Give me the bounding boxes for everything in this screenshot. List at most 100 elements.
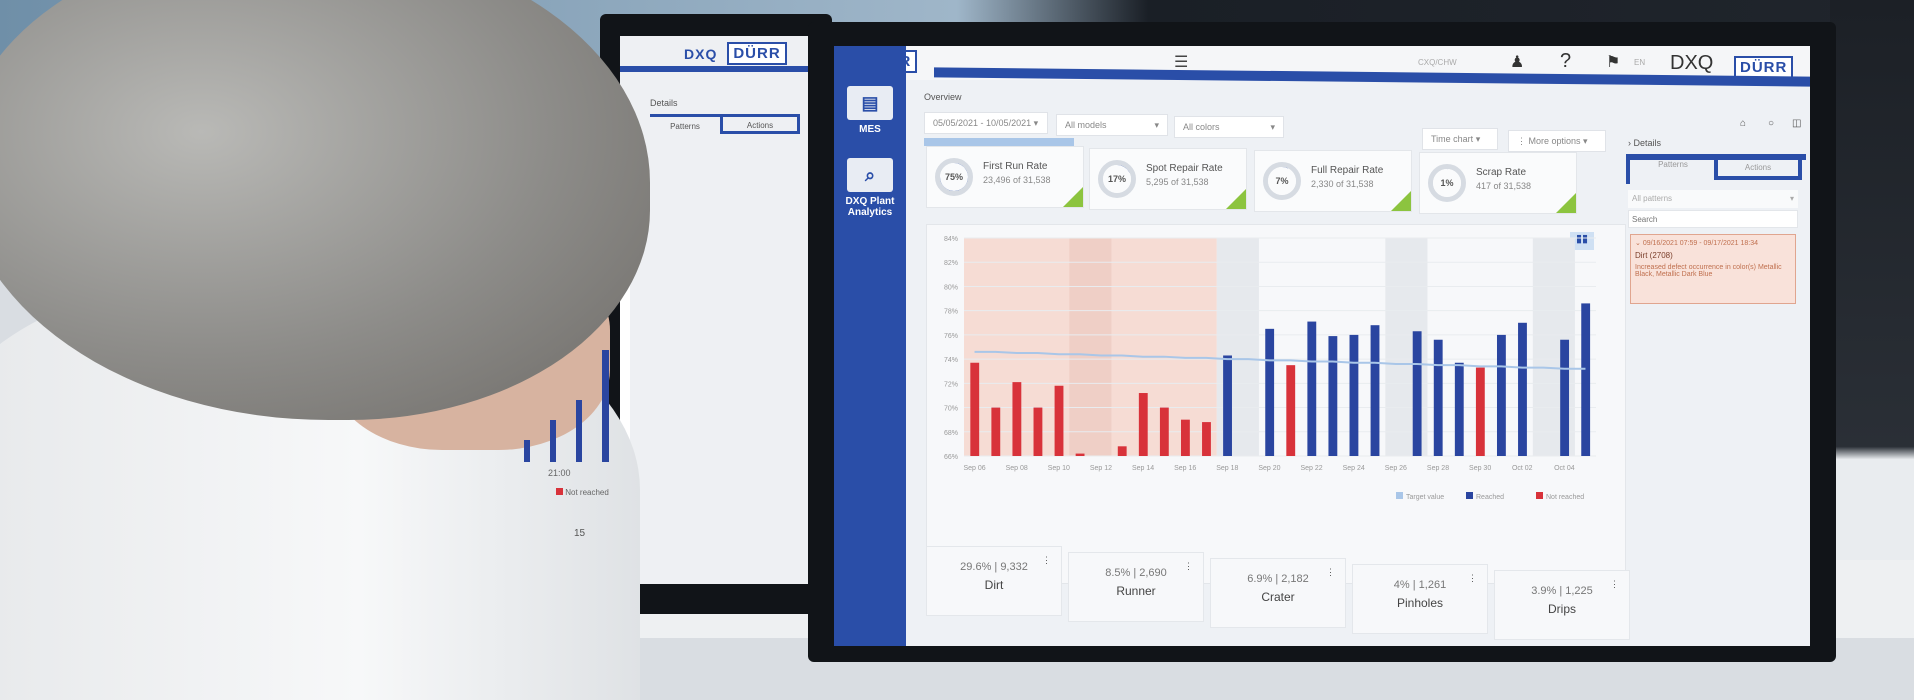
user-label: CXQ/CHW xyxy=(1418,58,1457,67)
language-label[interactable]: EN xyxy=(1634,58,1646,67)
y-tick-label: 76% xyxy=(944,333,958,340)
defect-card[interactable]: 6.9% | 2,182 Crater ⋮ xyxy=(1210,558,1346,628)
defect-value: 29.6% | 9,332 xyxy=(960,561,1028,573)
defect-card[interactable]: 3.9% | 1,225 Drips ⋮ xyxy=(1494,570,1630,640)
sidebar-item-label: MES xyxy=(859,124,881,135)
bar xyxy=(1286,365,1296,456)
details-panel: ⌂ ○ ◫ › Details Patterns Actions All pat… xyxy=(1622,46,1810,646)
x-tick-label: Oct 04 xyxy=(1554,465,1575,472)
bar xyxy=(1033,407,1043,456)
tab-actions[interactable]: Actions xyxy=(1714,156,1802,180)
x-tick-label: Sep 08 xyxy=(1006,465,1028,472)
y-tick-label: 82% xyxy=(944,260,958,267)
kpi-card[interactable]: 1% Scrap Rate 417 of 31,538 xyxy=(1419,152,1577,214)
kpi-card[interactable]: 75% First Run Rate 23,496 of 31,538 xyxy=(926,146,1084,208)
bar xyxy=(1475,367,1485,456)
legend-swatch xyxy=(1396,492,1403,499)
x-tick-label: Sep 18 xyxy=(1216,465,1238,472)
y-tick-label: 74% xyxy=(944,357,958,364)
mes-icon: ▤ xyxy=(847,86,893,120)
x-tick-label: Sep 20 xyxy=(1258,465,1280,472)
layout-icon[interactable]: ◫ xyxy=(1792,118,1802,129)
details-title[interactable]: › Details xyxy=(1628,138,1662,148)
defect-card[interactable]: 8.5% | 2,690 Runner ⋮ xyxy=(1068,552,1204,622)
org-icon[interactable]: ♟ xyxy=(1510,54,1525,71)
kpi-sub: 5,295 of 31,538 xyxy=(1146,177,1209,187)
x-tick-label: Oct 02 xyxy=(1512,465,1533,472)
tab-patterns[interactable]: Patterns xyxy=(650,114,720,134)
alert-card[interactable]: ⌄ 09/16/2021 07:59 - 09/17/2021 18:34 Di… xyxy=(1630,234,1796,304)
defect-name: Crater xyxy=(1261,590,1295,604)
defect-name: Drips xyxy=(1547,602,1576,616)
search-input[interactable] xyxy=(1628,210,1798,228)
chart-type-select[interactable]: Time chart ▾ xyxy=(1422,128,1498,150)
help-icon[interactable]: ? xyxy=(1560,50,1572,72)
alert-title: Dirt (2708) xyxy=(1635,251,1673,260)
kpi-ring: 1% xyxy=(1428,164,1466,202)
sidebar-item-plant-analytics[interactable]: ⌕ DXQ Plant Analytics xyxy=(842,158,898,218)
left-number: 15 xyxy=(574,528,586,539)
bar xyxy=(1454,362,1464,456)
header-band xyxy=(620,66,810,72)
defect-card[interactable]: 29.6% | 9,332 Dirt ⋮ xyxy=(926,546,1062,616)
kpi-title: Full Repair Rate xyxy=(1311,165,1384,176)
models-select[interactable]: All models ▾ xyxy=(1056,114,1168,136)
kpi-card[interactable]: 17% Spot Repair Rate 5,295 of 31,538 xyxy=(1089,148,1247,210)
bar xyxy=(1560,339,1570,456)
x-tick-label: Sep 06 xyxy=(963,465,985,472)
patterns-select[interactable]: All patterns ▾ xyxy=(1628,190,1798,208)
y-tick-label: 70% xyxy=(944,406,958,413)
bar xyxy=(1202,422,1211,456)
more-icon[interactable]: ⋮ xyxy=(1184,561,1193,571)
bar xyxy=(1075,453,1085,456)
y-tick-label: 68% xyxy=(944,430,958,437)
sidebar-item-mes[interactable]: ▤ MES xyxy=(842,86,898,135)
legend-swatch xyxy=(1466,492,1473,499)
defect-value: 3.9% | 1,225 xyxy=(1531,585,1593,597)
bar xyxy=(1496,334,1506,456)
more-options-button[interactable]: ⋮ More options ▾ xyxy=(1508,130,1606,152)
defect-card[interactable]: 4% | 1,261 Pinholes ⋮ xyxy=(1352,564,1488,634)
dxq-logo: DXQ xyxy=(1670,52,1714,74)
bar xyxy=(1180,419,1190,456)
kpi-card[interactable]: 7% Full Repair Rate 2,330 of 31,538 xyxy=(1254,150,1412,212)
menu-filter-icon[interactable]: ☰ xyxy=(1174,54,1189,71)
kpi-ring: 17% xyxy=(1098,160,1136,198)
more-icon[interactable]: ⋮ xyxy=(1610,579,1619,589)
colors-select[interactable]: All colors ▾ xyxy=(1174,116,1284,138)
flag-icon[interactable]: ⚑ xyxy=(1606,54,1621,71)
x-tick-label: Sep 10 xyxy=(1048,465,1070,472)
x-tick-label: Sep 14 xyxy=(1132,465,1154,472)
kpi-title: First Run Rate xyxy=(983,161,1048,172)
more-icon[interactable]: ⋮ xyxy=(1468,573,1477,583)
more-icon[interactable]: ⋮ xyxy=(1042,555,1051,565)
alert-text: Increased defect occurrence in color(s) … xyxy=(1635,264,1782,278)
legend-label: Reached xyxy=(1476,494,1504,501)
bar-chart-toggle-icon[interactable]: ▮▮ xyxy=(1570,232,1594,250)
defect-value: 4% | 1,261 xyxy=(1393,579,1447,591)
bar xyxy=(1138,393,1148,456)
x-tick-label: Sep 22 xyxy=(1301,465,1323,472)
x-tick-label: Sep 26 xyxy=(1385,465,1407,472)
defect-value: 8.5% | 2,690 xyxy=(1105,567,1167,579)
date-range-select[interactable]: 05/05/2021 - 10/05/2021 ▾ xyxy=(924,112,1048,134)
tab-patterns[interactable]: Patterns xyxy=(1658,160,1688,169)
more-icon[interactable]: ⋮ xyxy=(1326,567,1335,577)
target-line xyxy=(974,350,1586,370)
bar xyxy=(1349,334,1359,456)
home-icon[interactable]: ⌂ xyxy=(1740,118,1747,129)
main-monitor-screen: DÜRR ☰ CXQ/CHW ♟ ? ⚑ EN DXQ DÜRR ▤ MES ⌕… xyxy=(834,46,1810,646)
x-tick-label: Sep 28 xyxy=(1427,465,1449,472)
x-tick-label: Sep 12 xyxy=(1090,465,1112,472)
tab-actions[interactable]: Actions xyxy=(720,114,800,134)
kpi-sub: 417 of 31,538 xyxy=(1476,181,1532,191)
bar xyxy=(991,407,1001,456)
legend-not-reached: Not reached xyxy=(565,488,609,497)
alert-range: ⌄ 09/16/2021 07:59 - 09/17/2021 18:34 xyxy=(1635,240,1759,247)
kpi-selection-bar xyxy=(924,138,1074,146)
kpi-sub: 2,330 of 31,538 xyxy=(1311,179,1374,189)
kpi-ring: 75% xyxy=(935,158,973,196)
left-chart-fragment xyxy=(520,340,620,470)
settings-icon[interactable]: ○ xyxy=(1768,118,1775,129)
legend-label: Not reached xyxy=(1546,494,1584,501)
